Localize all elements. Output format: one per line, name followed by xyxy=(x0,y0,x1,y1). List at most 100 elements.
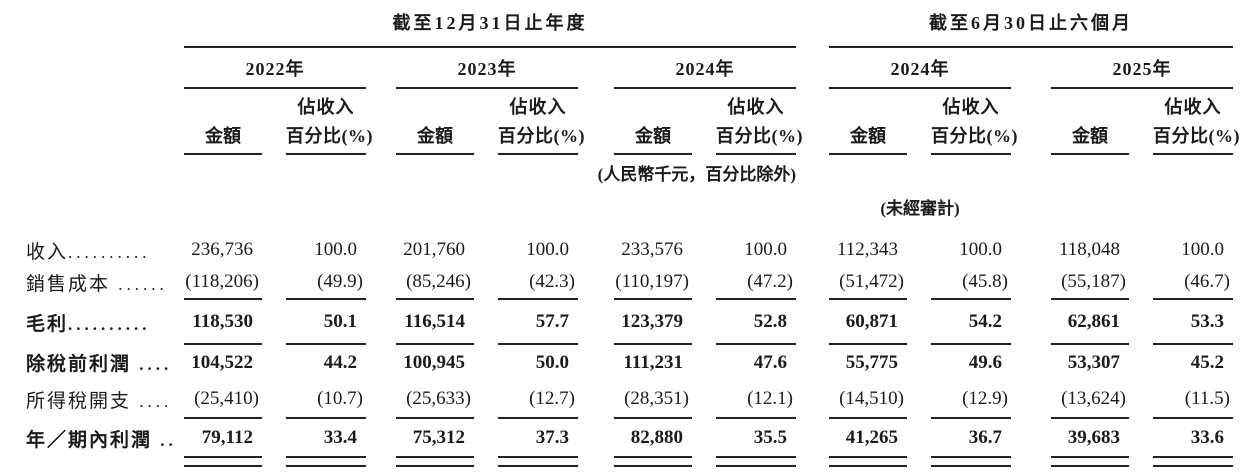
pct-cell: (12.9) xyxy=(931,380,1011,419)
pct-cell: (45.8) xyxy=(931,265,1011,300)
table-row-cost-of-sales: 銷售成本 ...... (118,206) (49.9) (85,246) (4… xyxy=(26,265,1240,300)
currency-note-row: (人民幣千元，百分比除外) xyxy=(26,155,1240,193)
spacer xyxy=(26,223,1240,235)
period-header-row: 截至12月31日止年度 截至6月30日止六個月 xyxy=(26,8,1240,48)
dot-leader: .......... xyxy=(68,242,151,262)
pct-cell: 36.7 xyxy=(931,419,1011,467)
amount-cell: 41,265 xyxy=(829,419,907,467)
pct-header-line1: 佔收入 xyxy=(942,97,1000,117)
amount-cell: (118,206) xyxy=(184,265,262,300)
amount-cell: (110,197) xyxy=(614,265,692,300)
pct-cell: 33.4 xyxy=(286,419,366,467)
pct-cell: 100.0 xyxy=(526,239,569,260)
unaudited-note-row: (未經審計) xyxy=(26,193,1240,223)
pct-header: 佔收入 百分比(%) xyxy=(931,93,1018,155)
row-label: 毛利.......... xyxy=(26,314,151,335)
amount-cell: (25,633) xyxy=(396,380,474,419)
amount-cell: 104,522 xyxy=(191,351,253,373)
amount-cell: 55,775 xyxy=(845,351,898,373)
amount-cell: 62,861 xyxy=(1051,300,1129,345)
amount-cell: 201,760 xyxy=(403,239,465,260)
dot-leader: .... xyxy=(131,392,173,411)
pct-cell: 100.0 xyxy=(314,239,357,260)
table-row-income-tax-expense: 所得稅開支 .... (25,410) (10.7) (25,633) (12.… xyxy=(26,380,1240,419)
row-label: 除稅前利潤 .... xyxy=(26,354,173,375)
pct-header-line2: 百分比(%) xyxy=(286,126,373,146)
amount-cell: (25,410) xyxy=(184,380,262,419)
pct-header: 佔收入 百分比(%) xyxy=(716,93,803,155)
amount-cell: 233,576 xyxy=(621,239,683,260)
pct-cell: 100.0 xyxy=(959,239,1002,260)
pct-header-line2: 百分比(%) xyxy=(498,126,585,146)
pct-cell: (42.3) xyxy=(498,265,578,300)
amount-header: 金額 xyxy=(614,122,692,155)
amount-header: 金額 xyxy=(829,122,907,155)
amount-cell: 39,683 xyxy=(1051,419,1129,467)
pct-cell: (12.1) xyxy=(716,380,796,419)
dot-leader: .. xyxy=(152,431,177,450)
amount-cell: 79,112 xyxy=(184,419,262,467)
amount-cell: 100,945 xyxy=(403,351,465,373)
amount-cell: 236,736 xyxy=(191,239,253,260)
pct-cell: 100.0 xyxy=(1181,239,1224,260)
pct-header: 佔收入 百分比(%) xyxy=(498,93,585,155)
pct-header-line1: 佔收入 xyxy=(727,97,785,117)
subheader-row: 金額 佔收入 百分比(%) 金額 佔收入 百分比(%) 金額 佔收入 百分比(%… xyxy=(26,89,1240,155)
amount-cell: (85,246) xyxy=(396,265,474,300)
amount-cell: 118,048 xyxy=(1058,239,1120,260)
year-header-2022: 2022年 xyxy=(184,55,366,89)
amount-header: 金額 xyxy=(1051,122,1129,155)
row-label: 銷售成本 ...... xyxy=(26,274,168,295)
amount-cell: 53,307 xyxy=(1067,351,1120,373)
table-row-revenue: 收入.......... 236,736 100.0 201,760 100.0… xyxy=(26,235,1240,265)
year-header-2023: 2023年 xyxy=(396,55,578,89)
amount-cell: 75,312 xyxy=(396,419,474,467)
amount-cell: 116,514 xyxy=(396,300,474,345)
period-header-annual: 截至12月31日止年度 xyxy=(184,9,796,48)
year-header-2025-interim: 2025年 xyxy=(1051,55,1233,89)
pct-cell: (47.2) xyxy=(716,265,796,300)
amount-cell: 118,530 xyxy=(184,300,262,345)
dot-leader: .......... xyxy=(68,315,151,334)
pct-cell: 54.2 xyxy=(931,300,1011,345)
pct-cell: (49.9) xyxy=(286,265,366,300)
pct-cell: 49.6 xyxy=(968,351,1002,373)
pct-header-line1: 佔收入 xyxy=(297,97,355,117)
table-row-profit-for-period: 年／期內利潤 .. 79,112 33.4 75,312 37.3 82,880… xyxy=(26,419,1240,467)
year-header-2024: 2024年 xyxy=(614,55,796,89)
pct-cell: 50.0 xyxy=(535,351,569,373)
pct-cell: 37.3 xyxy=(498,419,578,467)
unaudited-note: (未經審計) xyxy=(880,199,960,218)
pct-header: 佔收入 百分比(%) xyxy=(286,93,373,155)
amount-cell: (14,510) xyxy=(829,380,907,419)
amount-header: 金額 xyxy=(396,122,474,155)
pct-cell: 53.3 xyxy=(1153,300,1233,345)
amount-cell: (28,351) xyxy=(614,380,692,419)
year-header-2024-interim: 2024年 xyxy=(829,55,1011,89)
amount-cell: (55,187) xyxy=(1051,265,1129,300)
pct-cell: 33.6 xyxy=(1153,419,1233,467)
pct-cell: (10.7) xyxy=(286,380,366,419)
amount-cell: 60,871 xyxy=(829,300,907,345)
row-label: 年／期內利潤 .. xyxy=(26,430,177,451)
amount-cell: (51,472) xyxy=(829,265,907,300)
amount-cell: (13,624) xyxy=(1051,380,1129,419)
amount-cell: 111,231 xyxy=(623,351,683,373)
pct-cell: 52.8 xyxy=(716,300,796,345)
currency-note: (人民幣千元，百分比除外) xyxy=(597,165,796,184)
pct-cell: 47.6 xyxy=(753,351,787,373)
pct-cell: 50.1 xyxy=(286,300,366,345)
pct-cell: 57.7 xyxy=(498,300,578,345)
table-row-profit-before-tax: 除稅前利潤 .... 104,522 44.2 100,945 50.0 111… xyxy=(26,345,1240,380)
period-header-interim: 截至6月30日止六個月 xyxy=(829,9,1233,48)
dot-leader: .... xyxy=(131,355,173,374)
pct-header-line2: 百分比(%) xyxy=(716,126,803,146)
pct-cell: (46.7) xyxy=(1153,265,1233,300)
row-label: 收入.......... xyxy=(26,241,151,263)
pct-header-line2: 百分比(%) xyxy=(1153,126,1240,146)
pct-header-line2: 百分比(%) xyxy=(931,126,1018,146)
amount-cell: 112,343 xyxy=(836,239,898,260)
pct-cell: 35.5 xyxy=(716,419,796,467)
pct-header: 佔收入 百分比(%) xyxy=(1153,93,1240,155)
